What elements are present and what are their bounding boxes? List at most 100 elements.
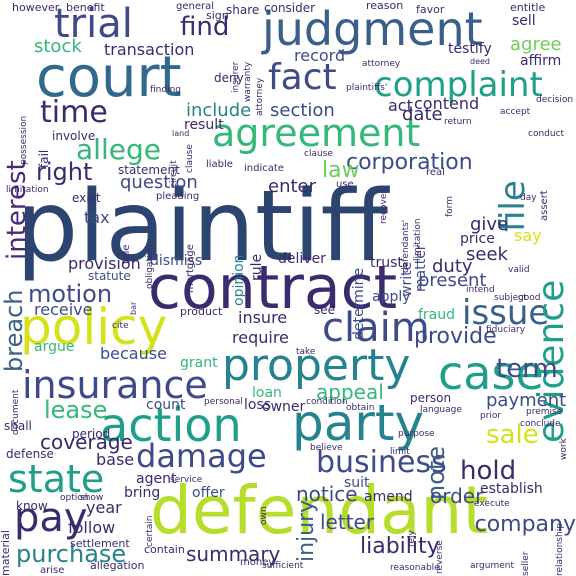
word-case: case — [438, 346, 544, 400]
word-term: term — [496, 354, 558, 384]
word-real: recover — [379, 189, 389, 224]
word-document: limitation — [413, 218, 423, 261]
word-owner: owner — [262, 399, 306, 415]
word-year: year — [86, 498, 122, 517]
word-deliver: deliver — [278, 251, 326, 267]
word-base: base — [96, 450, 135, 469]
word-return: deed — [470, 57, 490, 66]
word-argue: argue — [34, 339, 75, 355]
word-testify: testify — [448, 41, 492, 57]
word-conclude: premise — [526, 407, 563, 417]
word-allege: allege — [76, 133, 161, 166]
word-bring: bring — [124, 485, 161, 501]
word-deed: finding — [150, 85, 182, 95]
word-trust: trust — [370, 255, 403, 271]
word-agent: agent — [136, 471, 177, 487]
word-subject: intend — [466, 285, 495, 295]
word-obtain: limit — [390, 447, 410, 457]
word-tax: tax — [84, 208, 110, 227]
word-premise: relationship — [555, 523, 565, 576]
word-bar: cite — [112, 321, 129, 331]
word-breach: breach — [0, 289, 28, 372]
word-statement: statement — [118, 163, 180, 177]
word-title: title — [121, 244, 132, 264]
word-insurance: insurance — [22, 363, 208, 407]
word-contain: contain — [144, 543, 185, 556]
word-hold: hold — [460, 456, 517, 486]
word-certain: personal — [204, 397, 243, 407]
word-contract: contract — [148, 253, 398, 323]
word-fiduciary: good — [518, 293, 541, 303]
word-complaint: complaint — [374, 65, 543, 105]
word-period: period — [72, 427, 111, 441]
word-legal: limitation — [6, 185, 49, 195]
word-condition: obtain — [346, 403, 375, 413]
word-dismiss: dismiss — [150, 253, 203, 269]
word-amend: amend — [364, 489, 413, 505]
word-trial: trial — [54, 1, 133, 47]
word-corporation: corporation — [346, 150, 473, 175]
word-limit: purpose — [398, 429, 435, 439]
word-reasonable: argument — [470, 561, 515, 571]
word-language: prior — [480, 411, 502, 421]
word-contend: contend — [414, 94, 480, 113]
word-support: possession — [19, 115, 29, 165]
word-determine: determine — [351, 267, 367, 340]
word-land: plaintiffs' — [346, 83, 388, 93]
word-arise: arise — [40, 565, 65, 576]
word-recover: clause — [304, 149, 333, 159]
word-affirm: affirm — [520, 53, 562, 69]
word-prior: conclude — [520, 419, 561, 429]
word-shall: shall — [4, 419, 32, 433]
word-liability: liability — [360, 534, 440, 559]
word-issue: issue — [462, 293, 550, 333]
word-record: record — [294, 46, 346, 65]
word-injury: injury — [294, 499, 319, 562]
word-receive: receive — [34, 300, 93, 319]
word-affidavit: document — [11, 389, 21, 435]
word-count: count — [146, 397, 186, 413]
word-coverage: coverage — [40, 430, 133, 454]
word-fact: fact — [268, 57, 337, 98]
word-business: business — [316, 445, 447, 480]
word-rely: option — [60, 493, 89, 503]
word-option: show — [80, 493, 104, 503]
word-fail: fail — [37, 149, 51, 168]
word-statute: statute — [88, 269, 131, 283]
word-warranty: insurer — [231, 61, 241, 93]
word-deny: deny — [214, 71, 244, 85]
word-damage: damage — [136, 437, 267, 475]
word-lease: lease — [44, 396, 108, 424]
word-reason: reason — [366, 0, 404, 12]
word-defendants-possessive: form — [445, 196, 455, 217]
word-attorney: warranty — [243, 61, 253, 102]
word-product: bar — [129, 301, 138, 315]
word-service: own — [259, 506, 269, 525]
word-assert: conduct — [528, 129, 565, 139]
word-sell: sell — [512, 13, 536, 29]
word-sufficient: reasonable — [390, 563, 440, 573]
word-sign: sign — [206, 9, 229, 22]
word-pleading: pleading — [156, 191, 200, 202]
word-involve: involve — [52, 129, 96, 143]
word-opinion: opinion — [231, 254, 247, 306]
word-take: condition — [306, 397, 348, 407]
word-present: present — [418, 270, 487, 291]
word-argument: work — [559, 438, 569, 460]
word-party: party — [292, 394, 425, 452]
word-include: include — [186, 100, 252, 121]
word-use: real — [426, 167, 445, 178]
word-work: seller — [521, 551, 531, 576]
word-appeal: appeal — [316, 380, 384, 404]
word-insure: insure — [238, 308, 288, 327]
word-however: however — [12, 1, 60, 14]
word-price: price — [460, 231, 495, 247]
word-offer: offer — [192, 485, 225, 501]
word-allegation: allegation — [90, 559, 145, 572]
word-exist: exist — [72, 191, 101, 205]
word-order: order — [430, 484, 484, 508]
word-show: certain — [145, 515, 155, 547]
word-decision: accept — [500, 107, 531, 117]
word-accept: land — [172, 129, 190, 138]
